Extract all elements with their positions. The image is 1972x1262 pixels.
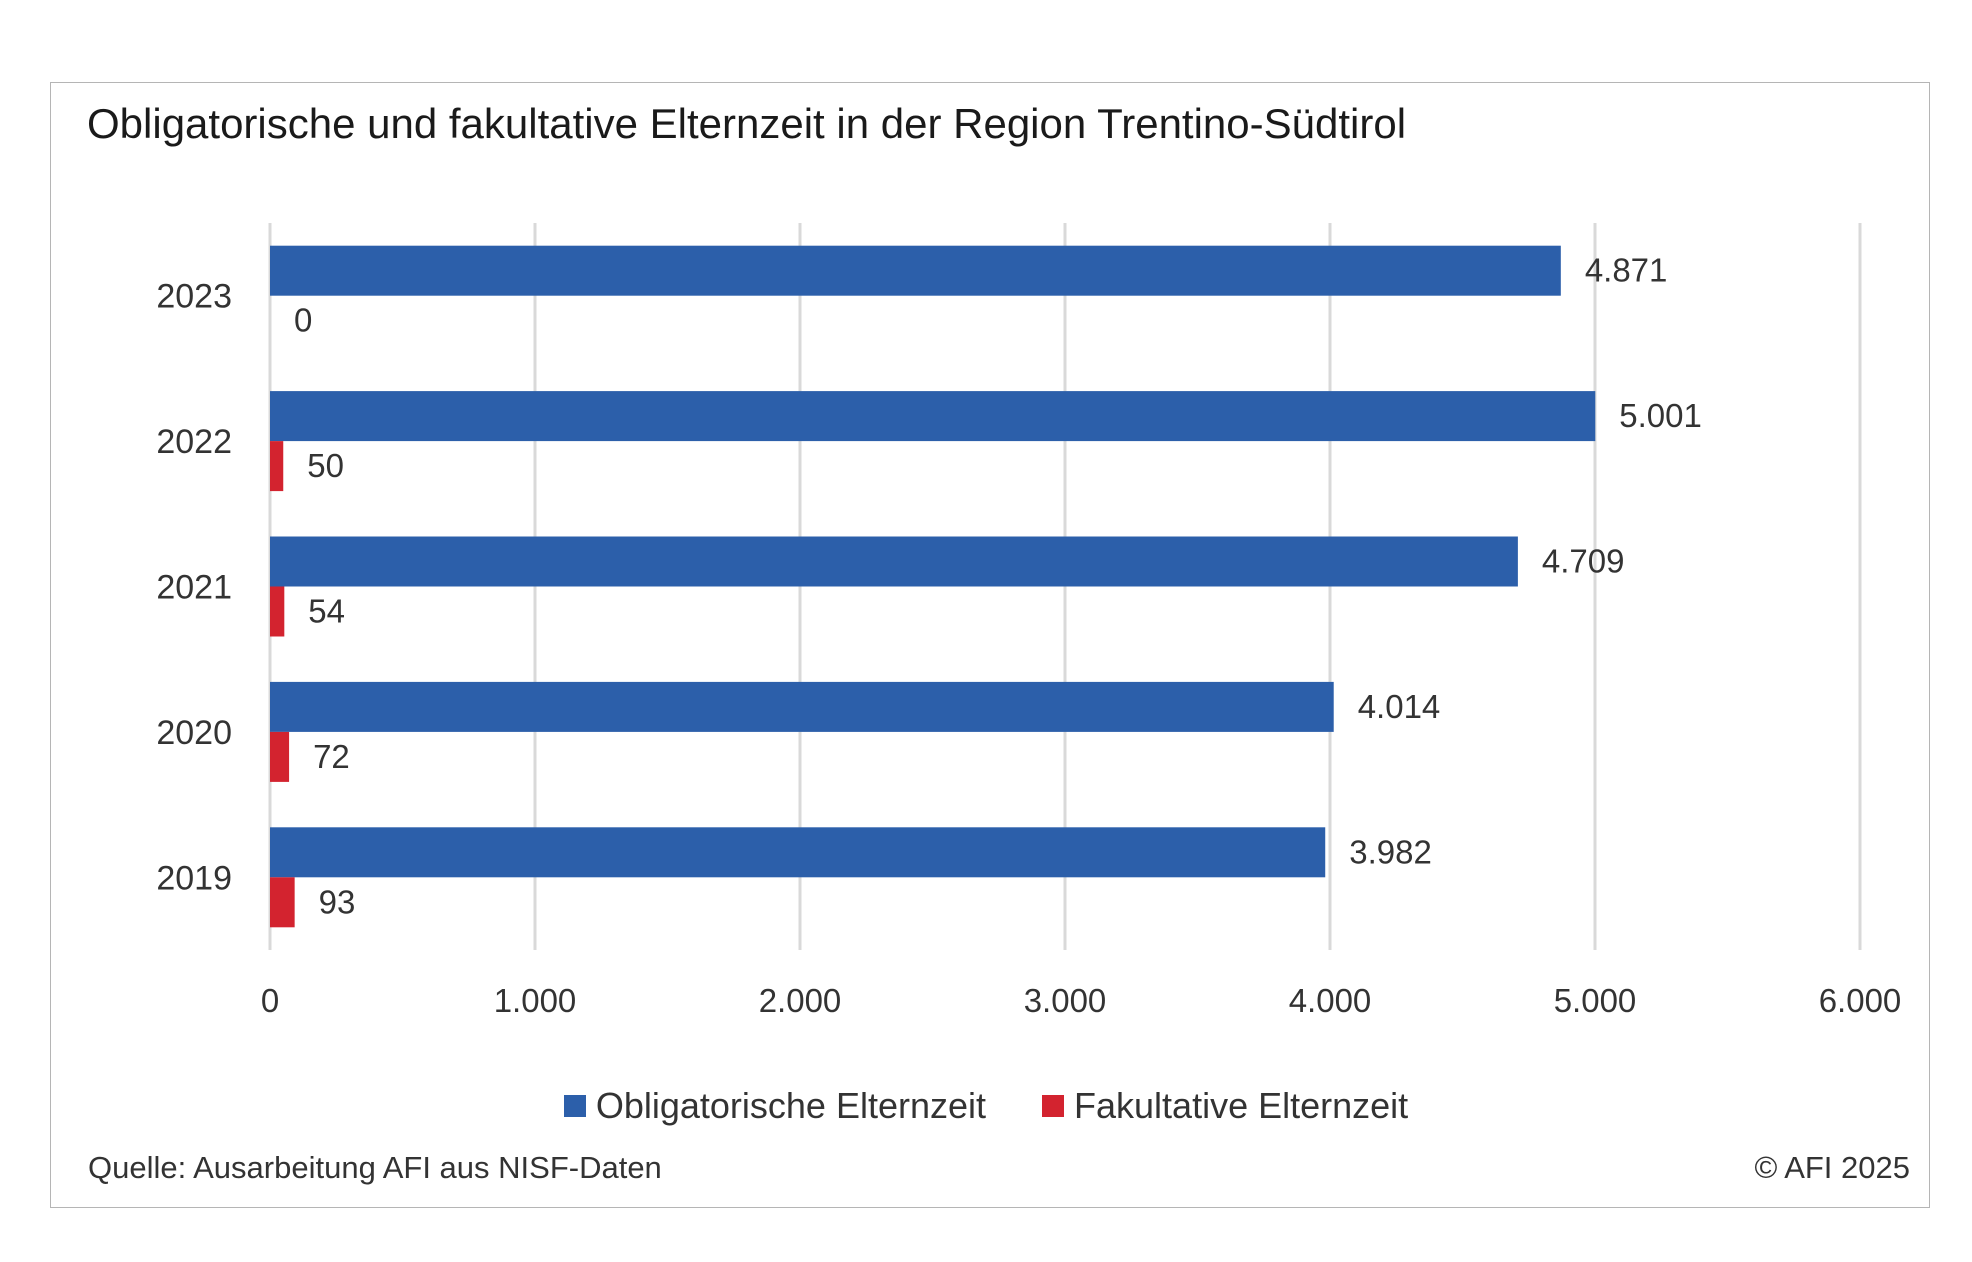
bar-facultative xyxy=(270,441,284,492)
data-label-facultative: 54 xyxy=(308,593,345,630)
bar-facultative xyxy=(270,731,290,782)
category-label: 2020 xyxy=(156,714,232,752)
x-tick-label: 3.000 xyxy=(1024,982,1107,1019)
category-label: 2021 xyxy=(156,569,232,607)
bar-obligatory xyxy=(270,681,1334,732)
x-tick-label: 5.000 xyxy=(1554,982,1637,1019)
data-label-facultative: 72 xyxy=(313,738,350,775)
x-tick-label: 1.000 xyxy=(494,982,577,1019)
bar-obligatory xyxy=(270,245,1561,296)
legend-label-obligatory: Obligatorische Elternzeit xyxy=(595,1085,987,1126)
chart-title: Obligatorische und fakultative Elternzei… xyxy=(87,100,1407,147)
legend-swatch-obligatory xyxy=(563,1095,586,1117)
x-tick-label: 4.000 xyxy=(1289,982,1372,1019)
category-label: 2023 xyxy=(156,278,232,316)
legend-item-facultative: Fakultative Elternzeit xyxy=(1042,1085,1408,1127)
bar-facultative xyxy=(270,586,285,637)
x-tick-label: 2.000 xyxy=(759,982,842,1019)
legend: Obligatorische Elternzeit Fakultative El… xyxy=(0,1085,1972,1127)
copyright-note: © AFI 2025 xyxy=(1754,1150,1910,1185)
bar-facultative xyxy=(270,877,295,928)
data-label-obligatory: 4.871 xyxy=(1585,252,1668,289)
bar-obligatory xyxy=(270,391,1596,442)
x-tick-label: 0 xyxy=(261,982,279,1019)
data-label-obligatory: 3.982 xyxy=(1349,833,1432,870)
legend-item-obligatory: Obligatorische Elternzeit xyxy=(563,1085,987,1127)
bar-obligatory xyxy=(270,827,1326,878)
legend-label-facultative: Fakultative Elternzeit xyxy=(1074,1085,1409,1126)
chart-frame xyxy=(50,82,1930,1208)
source-note: Quelle: Ausarbeitung AFI aus NISF-Daten xyxy=(88,1150,662,1185)
data-label-facultative: 93 xyxy=(319,883,356,920)
data-label-obligatory: 5.001 xyxy=(1619,397,1702,434)
bar-obligatory xyxy=(270,536,1518,587)
legend-swatch-facultative xyxy=(1042,1095,1065,1117)
data-label-facultative: 50 xyxy=(307,447,344,484)
category-label: 2019 xyxy=(156,859,232,897)
category-label: 2022 xyxy=(156,423,232,461)
data-label-obligatory: 4.709 xyxy=(1542,543,1625,580)
x-tick-label: 6.000 xyxy=(1819,982,1902,1019)
data-label-facultative: 0 xyxy=(294,302,312,339)
data-label-obligatory: 4.014 xyxy=(1358,688,1441,725)
